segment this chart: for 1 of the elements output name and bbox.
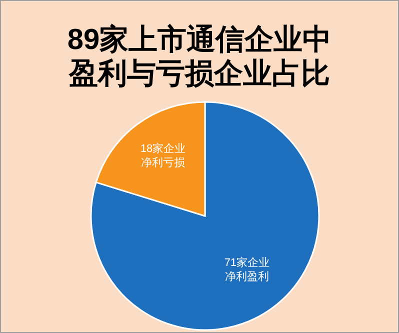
title: 89家上市通信企业中盈利与亏损企业占比 [66, 23, 333, 91]
